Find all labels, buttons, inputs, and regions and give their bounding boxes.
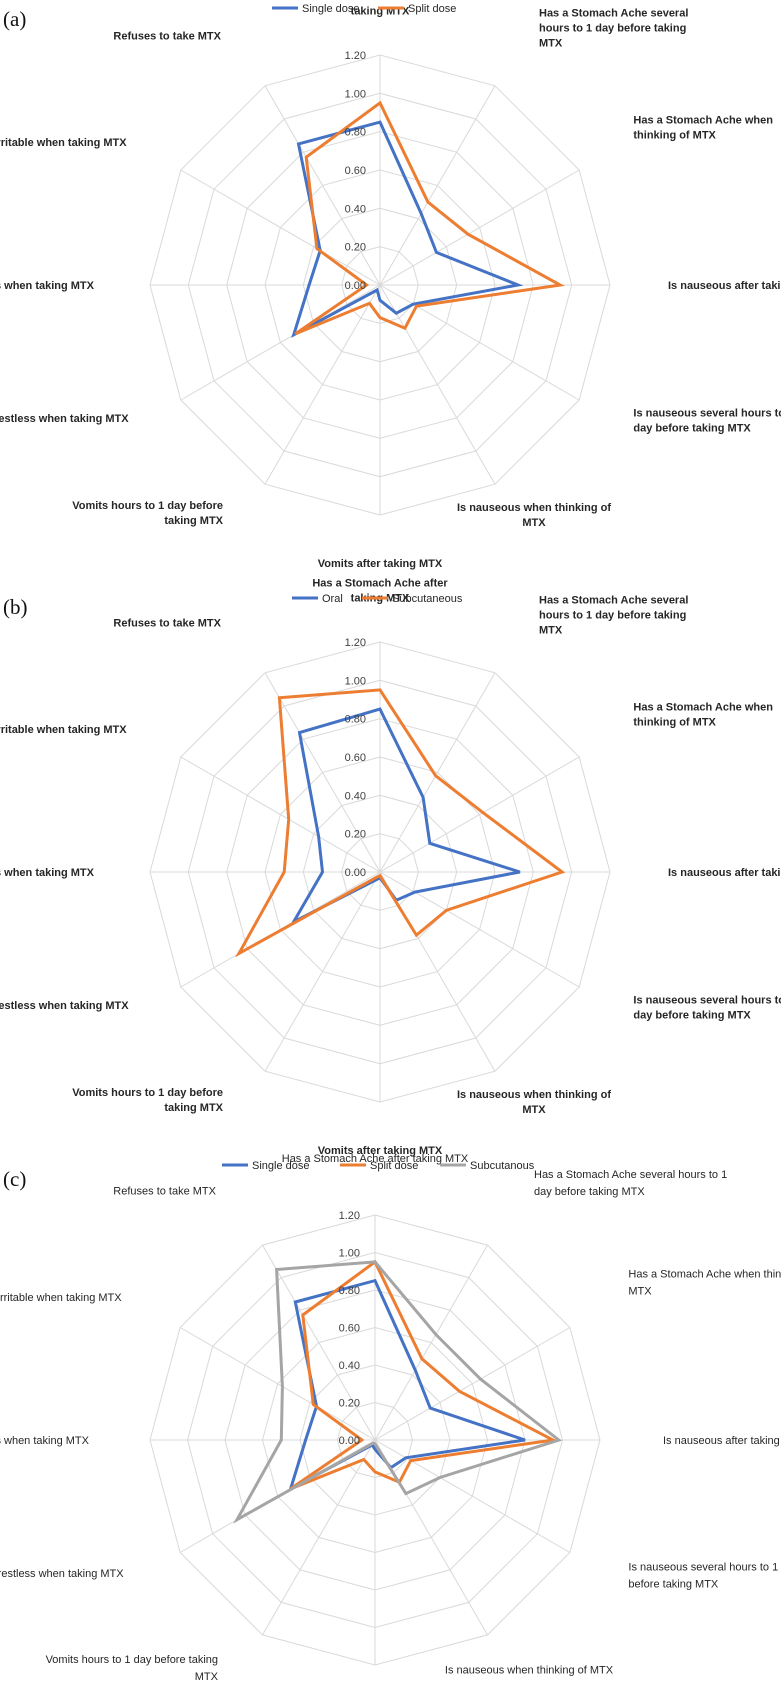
axis-spoke xyxy=(379,871,580,988)
radial-tick-label: 0.20 xyxy=(345,242,366,254)
panel-label: (b) xyxy=(3,595,28,619)
category-label: Is nauseous after taking MTX xyxy=(668,280,781,292)
category-label: Is nauseous when thinking of MTX xyxy=(457,502,611,529)
category-label: Is irritable when taking MTX xyxy=(0,1292,122,1304)
category-label: Vomits hours to 1 day before taking MTX xyxy=(72,500,223,527)
category-label: Has a Stomach Ache several hours to 1 day… xyxy=(539,8,688,50)
axis-spoke xyxy=(374,1244,488,1441)
axis-spoke xyxy=(180,284,381,401)
legend-label: Split dose xyxy=(408,3,456,15)
axis-spoke xyxy=(379,756,580,873)
axis-spoke xyxy=(264,871,381,1072)
axis-spoke xyxy=(379,284,496,485)
axis-spoke xyxy=(374,1327,571,1441)
radial-tick-label: 1.20 xyxy=(339,1210,360,1222)
radial-tick-label: 1.00 xyxy=(339,1248,360,1260)
legend-label: Subcutanous xyxy=(470,1160,535,1172)
legend-label: Single dose xyxy=(252,1160,310,1172)
legend-label: Split dose xyxy=(370,1160,418,1172)
radar-panel-b: 0.00 0.20 0.40 0.60 0.80 1.00 1.20 Has a Stomac… xyxy=(0,578,781,1158)
axis-spoke xyxy=(264,284,381,485)
legend-label: Subcutaneous xyxy=(392,593,463,605)
legend-label: Single dose xyxy=(302,3,360,15)
category-label: Is irritable when taking MTX xyxy=(0,724,127,736)
radial-tick-label: 0.40 xyxy=(345,203,366,215)
category-label: Has a Stomach Ache several hours to 1 day… xyxy=(534,1169,727,1198)
category-label: Is irritable when taking MTX xyxy=(0,137,127,149)
category-label: Is nauseous several hours to 1 daybefore… xyxy=(628,1562,781,1591)
radial-tick-label: 0.80 xyxy=(345,714,366,726)
radial-tick-label: 0.00 xyxy=(345,867,366,879)
category-label: Refuses to take MTX xyxy=(113,618,221,630)
radial-tick-label: 0.60 xyxy=(339,1323,360,1335)
axis-spoke xyxy=(180,756,381,873)
axis-spoke xyxy=(379,169,580,286)
radial-tick-label: 0.40 xyxy=(345,790,366,802)
radial-tick-label: 1.00 xyxy=(345,675,366,687)
panel-label: (a) xyxy=(3,7,26,31)
category-label: Cries when taking MTX xyxy=(0,280,95,292)
category-label: Is nauseous several hours to 1 day before… xyxy=(633,995,781,1022)
category-label: Is nauseous after taking MTX xyxy=(668,867,781,879)
category-label: Is restless when taking MTX xyxy=(0,413,129,425)
category-label: Refuses to take MTX xyxy=(113,31,221,43)
radial-tick-label: 0.00 xyxy=(339,1435,360,1447)
radial-tick-label: 0.80 xyxy=(345,127,366,139)
legend-label: Oral xyxy=(322,593,343,605)
series-line-subcutaneous xyxy=(235,688,566,958)
radial-tick-label: 0.20 xyxy=(345,829,366,841)
axis-spoke xyxy=(379,284,580,401)
axis-spoke xyxy=(264,672,381,873)
radial-tick-label: 0.60 xyxy=(345,752,366,764)
series-line-split-dose xyxy=(289,1259,558,1491)
category-label: Has a Stomach Ache when thinking of MTX xyxy=(633,702,773,729)
category-label: Is nauseous when thinking of MTX xyxy=(445,1664,614,1676)
radar-panel-a: 0.00 0.20 0.40 0.60 0.80 1.00 1.20 Has a Stomac… xyxy=(0,0,781,570)
category-label: Vomits after taking MTX xyxy=(318,558,443,570)
radial-tick-label: 1.20 xyxy=(345,637,366,649)
category-label: Cries when taking MTX xyxy=(0,1435,90,1447)
axis-spoke xyxy=(179,1327,376,1441)
category-label: Cries when taking MTX xyxy=(0,867,95,879)
category-label: Has a Stomach Ache several hours to 1 day… xyxy=(539,595,688,637)
category-label: Is nauseous when thinking of MTX xyxy=(457,1089,611,1116)
category-label: Vomits hours to 1 day before taking MTX xyxy=(72,1087,223,1114)
axis-spoke xyxy=(264,85,381,286)
category-label: Has a Stomach Ache when thinking of MTX xyxy=(633,115,773,142)
axis-spoke xyxy=(262,1439,376,1636)
axis-spoke xyxy=(379,85,496,286)
radial-tick-label: 1.20 xyxy=(345,50,366,62)
axis-spoke xyxy=(180,169,381,286)
category-label: Is restless when taking MTX xyxy=(0,1568,124,1580)
radial-tick-label: 0.40 xyxy=(339,1360,360,1372)
axis-spoke xyxy=(262,1244,376,1441)
radial-tick-label: 1.00 xyxy=(345,88,366,100)
radial-tick-label: 0.20 xyxy=(339,1398,360,1410)
axis-spoke xyxy=(379,672,496,873)
series-line-subcutanous xyxy=(233,1260,562,1524)
category-label: Is restless when taking MTX xyxy=(0,1000,129,1012)
radial-tick-label: 0.00 xyxy=(345,280,366,292)
axis-spoke xyxy=(374,1439,571,1553)
category-label: Vomits after taking MTX xyxy=(318,1145,443,1157)
category-label: Refuses to take MTX xyxy=(113,1186,216,1198)
radial-tick-label: 0.60 xyxy=(345,165,366,177)
category-label: Is nauseous after taking MTX xyxy=(663,1435,781,1447)
category-label: Vomits hours to 1 day before taking MTX xyxy=(46,1654,219,1683)
category-label: Is nauseous several hours to 1 day before… xyxy=(633,408,781,435)
radial-tick-label: 0.80 xyxy=(339,1285,360,1297)
panel-label: (c) xyxy=(3,1167,26,1191)
radar-panel-c: 0.00 0.20 0.40 0.60 0.80 1.00 1.20 Has a Stomac… xyxy=(0,1153,781,1683)
series-line-split-dose xyxy=(294,100,565,336)
category-label: Has a Stomach Ache after taking MTX xyxy=(282,1153,469,1165)
